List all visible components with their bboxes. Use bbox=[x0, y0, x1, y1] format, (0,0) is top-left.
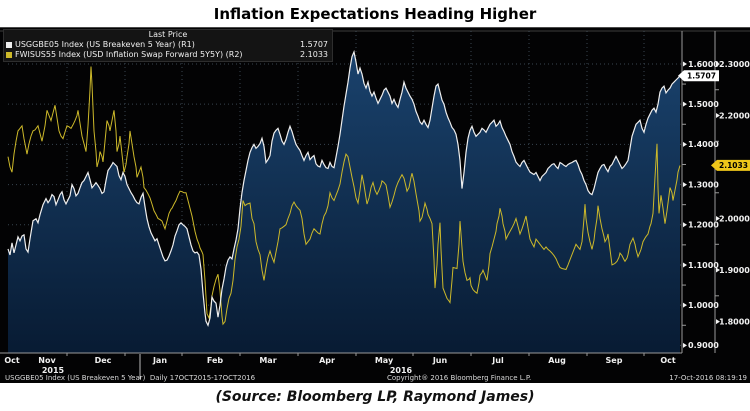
svg-text:May: May bbox=[375, 356, 394, 365]
svg-text:Jan: Jan bbox=[152, 356, 167, 365]
legend-row-fwisus55: FWISUS55 Index (USD Inflation Swap Forwa… bbox=[4, 50, 332, 60]
footer-copyright: Copyright® 2016 Bloomberg Finance L.P. bbox=[387, 374, 532, 382]
svg-text:2.1033: 2.1033 bbox=[719, 161, 748, 170]
svg-text:1.1000: 1.1000 bbox=[688, 261, 719, 270]
svg-text:0.9000: 0.9000 bbox=[688, 341, 719, 350]
fwisus55-line bbox=[7, 66, 681, 326]
svg-text:2.2000: 2.2000 bbox=[719, 111, 750, 120]
svg-text:Apr: Apr bbox=[319, 356, 335, 365]
svg-text:1.8000: 1.8000 bbox=[719, 317, 750, 326]
last-price-tag-r1: 1.5707 bbox=[678, 70, 719, 82]
svg-text:1.5000: 1.5000 bbox=[688, 100, 719, 109]
source-caption: (Source: Bloomberg LP, Raymond James) bbox=[215, 389, 535, 405]
svg-text:1.2000: 1.2000 bbox=[688, 221, 719, 230]
usggbe05-swatch-icon bbox=[6, 42, 12, 48]
svg-text:2.3000: 2.3000 bbox=[719, 60, 750, 69]
legend-value: 1.5707 bbox=[300, 40, 328, 49]
chart-footer: USGGBE05 Index (US Breakeven 5 Year) Dai… bbox=[0, 372, 750, 382]
svg-text:2.0000: 2.0000 bbox=[719, 214, 750, 223]
last-price-tag-r2: 2.1033 bbox=[711, 159, 750, 171]
svg-text:Jun: Jun bbox=[432, 356, 448, 365]
svg-text:Nov: Nov bbox=[38, 356, 56, 365]
svg-text:Oct: Oct bbox=[660, 356, 676, 365]
svg-text:Feb: Feb bbox=[207, 356, 224, 365]
svg-text:Aug: Aug bbox=[548, 356, 566, 365]
footer-instrument: USGGBE05 Index (US Breakeven 5 Year) Dai… bbox=[5, 374, 256, 382]
svg-text:1.0000: 1.0000 bbox=[688, 301, 719, 310]
legend-value: 2.1033 bbox=[300, 50, 328, 59]
title-bar: Inflation Expectations Heading Higher bbox=[0, 0, 750, 27]
usggbe05-area bbox=[8, 51, 680, 354]
svg-text:1.5707: 1.5707 bbox=[687, 72, 716, 81]
year-label: 2016 bbox=[390, 366, 413, 375]
year-label: 2015 bbox=[42, 366, 65, 375]
month-axis: Oct Nov Dec Jan Feb Mar Apr May Jun Jul Aug Sep Oct 2… bbox=[4, 353, 676, 375]
svg-text:1.3000: 1.3000 bbox=[688, 180, 719, 189]
footer-timestamp: 17-Oct-2016 08:19:19 bbox=[669, 374, 747, 382]
legend-header: Last Price bbox=[148, 30, 188, 39]
caption-bar: (Source: Bloomberg LP, Raymond James) bbox=[0, 383, 750, 411]
legend-label: FWISUS55 Index (USD Inflation Swap Forwa… bbox=[15, 50, 243, 59]
price-chart: 1.6000 1.5000 1.4000 1.3000 1.2000 1.1000 1.00… bbox=[0, 28, 750, 384]
svg-text:1.4000: 1.4000 bbox=[688, 140, 719, 149]
svg-text:Jul: Jul bbox=[491, 356, 504, 365]
axis-r1-labels: 1.6000 1.5000 1.4000 1.3000 1.2000 1.1000 1.00… bbox=[682, 60, 719, 350]
chart-panel: 1.6000 1.5000 1.4000 1.3000 1.2000 1.1000 1.00… bbox=[0, 27, 750, 383]
legend-row-usggbe05: USGGBE05 Index (US Breakeven 5 Year) (R1… bbox=[4, 40, 332, 50]
fwisus55-swatch-icon bbox=[6, 52, 12, 58]
page-title: Inflation Expectations Heading Higher bbox=[213, 4, 537, 23]
svg-text:Mar: Mar bbox=[259, 356, 276, 365]
usggbe05-line bbox=[7, 49, 681, 327]
legend-label: USGGBE05 Index (US Breakeven 5 Year) (R1… bbox=[15, 40, 195, 49]
svg-text:Sep: Sep bbox=[606, 356, 623, 365]
legend-box: Last Price USGGBE05 Index (US Breakeven … bbox=[3, 29, 333, 62]
svg-text:Dec: Dec bbox=[95, 356, 112, 365]
svg-text:Oct: Oct bbox=[4, 356, 20, 365]
svg-text:1.6000: 1.6000 bbox=[688, 60, 719, 69]
svg-text:1.9000: 1.9000 bbox=[719, 266, 750, 275]
